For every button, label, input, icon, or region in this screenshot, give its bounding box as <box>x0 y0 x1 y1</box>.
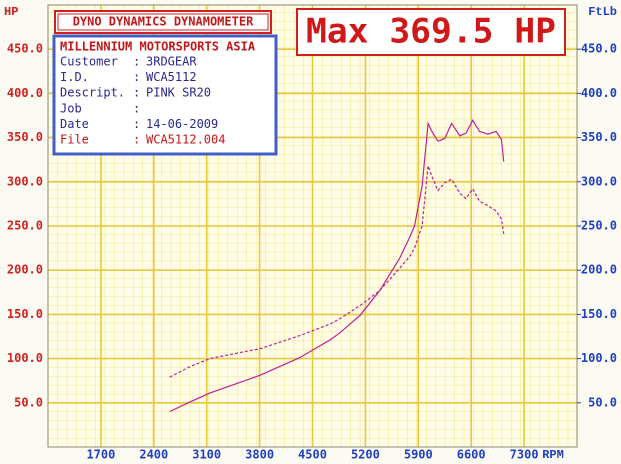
header-box-inner <box>57 13 269 31</box>
y-tick-label: 200.0 <box>7 263 43 277</box>
info-label: Job <box>60 101 82 115</box>
y-tick-label: 350.0 <box>7 130 43 144</box>
y-axis-label: HP <box>4 5 18 19</box>
y-tick-label: 400.0 <box>7 86 43 100</box>
x-tick-label: 3100 <box>192 448 221 462</box>
y2-tick-label: 250.0 <box>581 219 617 233</box>
info-label: Customer <box>60 55 118 69</box>
x-tick-label: 1700 <box>86 448 115 462</box>
info-separator: : <box>133 117 140 131</box>
y2-tick-label: 300.0 <box>581 174 617 188</box>
y-tick-label: 150.0 <box>7 307 43 321</box>
info-value: 14-06-2009 <box>146 117 218 131</box>
y-tick-label: 250.0 <box>7 219 43 233</box>
y2-tick-label: 100.0 <box>581 351 617 365</box>
info-value: WCA5112.004 <box>146 133 225 147</box>
info-separator: : <box>133 101 140 115</box>
y2-tick-label: 200.0 <box>581 263 617 277</box>
x-tick-label: 6600 <box>457 448 486 462</box>
x-tick-label: 4500 <box>298 448 327 462</box>
info-box <box>52 34 278 156</box>
info-label: Date <box>60 117 89 131</box>
info-label: Descript. <box>60 86 125 100</box>
y2-axis-label: FtLb <box>588 5 617 19</box>
y-tick-label: 100.0 <box>7 351 43 365</box>
info-value: 3RDGEAR <box>146 55 197 69</box>
y-tick-label: 450.0 <box>7 42 43 56</box>
info-label: I.D. <box>60 70 89 84</box>
y-tick-label: 300.0 <box>7 174 43 188</box>
y2-tick-label: 450.0 <box>581 42 617 56</box>
y2-tick-label: 350.0 <box>581 130 617 144</box>
info-separator: : <box>133 86 140 100</box>
info-value: WCA5112 <box>146 70 197 84</box>
y2-tick-label: 50.0 <box>588 395 617 409</box>
title-box <box>296 8 566 56</box>
y-tick-label: 50.0 <box>14 395 43 409</box>
y2-tick-label: 400.0 <box>581 86 617 100</box>
info-separator: : <box>133 70 140 84</box>
x-tick-label: 3800 <box>245 448 274 462</box>
info-value: PINK SR20 <box>146 86 211 100</box>
series-line <box>169 119 505 413</box>
x-tick-label: 2400 <box>139 448 168 462</box>
chart-title: Max 369.5 HP <box>306 12 556 52</box>
info-company: MILLENNIUM MOTORSPORTS ASIA <box>60 40 256 54</box>
x-axis-label: RPM <box>542 448 564 462</box>
header: DYNO DYNAMICS DYNAMOMETER <box>73 15 254 29</box>
x-tick-label: 5900 <box>404 448 433 462</box>
info-separator: : <box>133 55 140 69</box>
header-box <box>54 10 272 34</box>
x-tick-label: 5200 <box>351 448 380 462</box>
info-separator: : <box>133 133 140 147</box>
info-label: File <box>60 133 89 147</box>
x-tick-label: 7300 <box>510 448 539 462</box>
y2-tick-label: 150.0 <box>581 307 617 321</box>
